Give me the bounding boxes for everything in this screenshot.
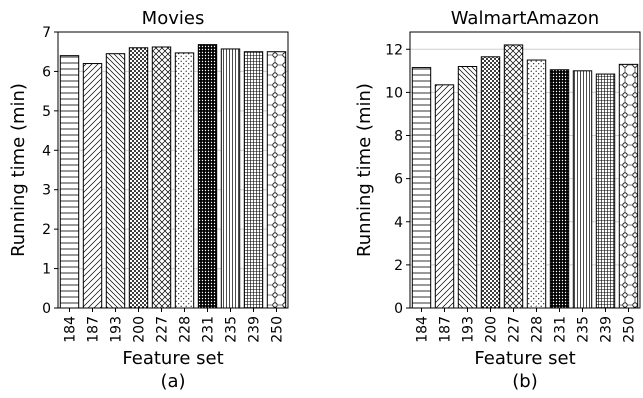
y-tick-label: 7 [42, 25, 51, 41]
x-tick-label: 187 [86, 316, 102, 343]
x-tick-label: 227 [507, 316, 523, 343]
x-axis-label: Feature set [122, 348, 223, 369]
x-tick-label: 250 [270, 316, 286, 343]
x-tick-label: 228 [178, 316, 194, 343]
y-tick-label: 2 [42, 222, 51, 238]
x-tick-label: 231 [553, 316, 569, 343]
bar-231 [549, 69, 570, 309]
bar-187 [434, 84, 455, 309]
bar-228 [526, 59, 547, 309]
bar-250 [266, 51, 287, 309]
chart-panel-0: 0 1 2 3 4 5 6 7 184 187 193 200 227 228 231 235 239 250 Mo… [8, 8, 289, 392]
y-tick-label: 12 [385, 42, 403, 58]
bar-193 [105, 53, 126, 309]
bar-250 [618, 63, 639, 309]
bar-239 [243, 51, 264, 309]
bar-227 [503, 44, 524, 309]
x-tick-label: 187 [438, 316, 454, 343]
bar-235 [220, 48, 241, 309]
y-tick-label: 8 [394, 129, 403, 145]
chart-panel-1: 0 2 4 6 8 10 12 184 187 193 200 227 228 231 235 239 250 W… [354, 8, 641, 392]
bar-184 [411, 67, 432, 309]
axes-frame [409, 31, 641, 309]
y-tick-label: 0 [42, 301, 51, 317]
x-tick-label: 239 [247, 316, 263, 343]
x-tick-label: 200 [132, 316, 148, 343]
y-tick-label: 5 [42, 104, 51, 120]
panel-caption: (b) [512, 371, 537, 392]
bar-228 [174, 52, 195, 309]
x-axis-label: Feature set [474, 348, 575, 369]
y-axis-label: Running time (min) [8, 83, 29, 257]
bar-239 [595, 73, 616, 309]
chart-title: WalmartAmazon [451, 8, 599, 29]
y-tick-label: 2 [394, 258, 403, 274]
bar-227 [151, 46, 172, 309]
panel-caption: (a) [160, 371, 185, 392]
x-tick-label: 231 [201, 316, 217, 343]
x-tick-label: 228 [530, 316, 546, 343]
x-tick-label: 184 [415, 316, 431, 343]
y-tick-label: 6 [394, 172, 403, 188]
y-tick-label: 1 [42, 262, 51, 278]
bar-235 [572, 70, 593, 309]
x-tick-label: 200 [484, 316, 500, 343]
x-tick-label: 235 [576, 316, 592, 343]
axes-frame [57, 31, 289, 309]
x-tick-label: 235 [224, 316, 240, 343]
y-tick-label: 10 [385, 85, 403, 101]
bar-200 [480, 56, 501, 309]
y-tick-label: 4 [394, 215, 403, 231]
bar-231 [197, 44, 218, 309]
x-tick-label: 193 [461, 316, 477, 343]
y-tick-label: 0 [394, 301, 403, 317]
y-tick-label: 3 [42, 183, 51, 199]
y-tick-label: 6 [42, 64, 51, 80]
bar-184 [59, 55, 80, 309]
x-tick-label: 184 [63, 316, 79, 343]
y-axis-label: Running time (min) [354, 83, 375, 257]
bar-200 [128, 47, 149, 309]
x-tick-label: 239 [599, 316, 615, 343]
chart-title: Movies [142, 8, 205, 29]
bar-193 [457, 66, 478, 309]
x-tick-label: 193 [109, 316, 125, 343]
x-tick-label: 250 [622, 316, 638, 343]
y-tick-label: 4 [42, 143, 51, 159]
bar-187 [82, 63, 103, 309]
x-tick-label: 227 [155, 316, 171, 343]
